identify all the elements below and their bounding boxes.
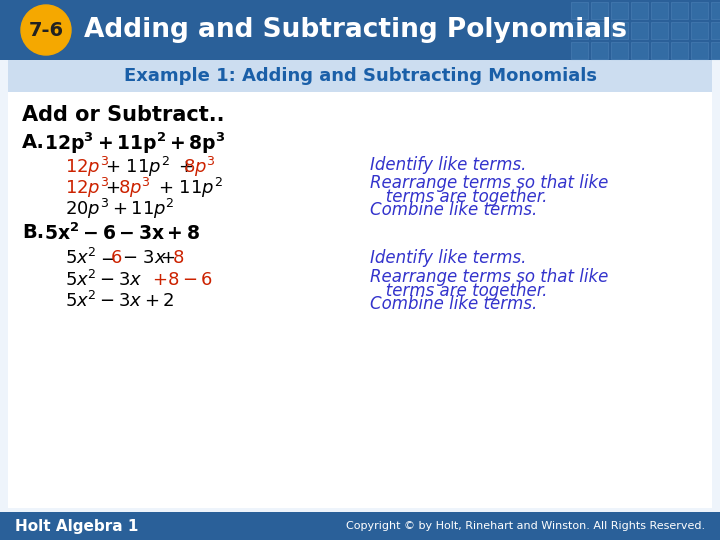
Text: $+ \ 11p^2 \ +$: $+ \ 11p^2 \ +$ <box>105 155 194 179</box>
Text: $5x^2 - 3x  + 2$: $5x^2 - 3x + 2$ <box>65 291 174 311</box>
Bar <box>591 42 608 59</box>
Text: Copyright © by Holt, Rinehart and Winston. All Rights Reserved.: Copyright © by Holt, Rinehart and Winsto… <box>346 521 705 531</box>
Text: Identify like terms.: Identify like terms. <box>370 249 526 267</box>
Text: $8$: $8$ <box>172 249 184 267</box>
Text: Combine like terms.: Combine like terms. <box>370 295 537 313</box>
Bar <box>8 64 712 508</box>
Bar <box>0 512 720 540</box>
Bar <box>671 42 688 59</box>
Text: $12p^3$: $12p^3$ <box>65 176 109 200</box>
Text: $-$: $-$ <box>100 249 115 267</box>
Bar <box>651 42 668 59</box>
Bar <box>631 22 648 39</box>
Text: $\mathbf{12p^3 + 11p^2 + 8p^3}$: $\mathbf{12p^3 + 11p^2 + 8p^3}$ <box>44 130 225 156</box>
Text: Combine like terms.: Combine like terms. <box>370 201 537 219</box>
Text: 7-6: 7-6 <box>28 21 63 39</box>
Bar <box>691 2 708 19</box>
Text: A.: A. <box>22 133 45 152</box>
Bar <box>0 60 720 512</box>
Bar <box>671 2 688 19</box>
Bar <box>651 22 668 39</box>
Text: Example 1: Adding and Subtracting Monomials: Example 1: Adding and Subtracting Monomi… <box>124 67 596 85</box>
Text: $+8 - 6$: $+8 - 6$ <box>152 271 213 289</box>
Text: $8p^3$: $8p^3$ <box>118 176 150 200</box>
Text: Adding and Subtracting Polynomials: Adding and Subtracting Polynomials <box>84 17 627 43</box>
Text: $8p^3$: $8p^3$ <box>183 155 216 179</box>
Bar <box>711 22 720 39</box>
Text: terms are together.: terms are together. <box>370 282 547 300</box>
Text: Rearrange terms so that like: Rearrange terms so that like <box>370 174 608 192</box>
Bar <box>591 22 608 39</box>
Text: $\mathbf{5x^2 - 6 - 3x + 8}$: $\mathbf{5x^2 - 6 - 3x + 8}$ <box>44 222 200 244</box>
Text: $12p^3$: $12p^3$ <box>65 155 109 179</box>
Bar <box>591 2 608 19</box>
Text: B.: B. <box>22 224 44 242</box>
Text: $+$: $+$ <box>160 249 175 267</box>
Bar <box>0 0 720 60</box>
Bar <box>611 22 628 39</box>
Text: $6$: $6$ <box>110 249 122 267</box>
Text: $5x^2 - 3x$: $5x^2 - 3x$ <box>65 270 143 290</box>
Bar <box>711 2 720 19</box>
Text: Holt Algebra 1: Holt Algebra 1 <box>15 518 138 534</box>
Bar <box>691 42 708 59</box>
Bar <box>571 22 588 39</box>
Bar <box>691 22 708 39</box>
Bar <box>631 42 648 59</box>
Bar <box>711 42 720 59</box>
Text: Add or Subtract..: Add or Subtract.. <box>22 105 225 125</box>
Text: Rearrange terms so that like: Rearrange terms so that like <box>370 268 608 286</box>
Bar <box>631 2 648 19</box>
Bar <box>8 60 712 92</box>
Bar <box>571 42 588 59</box>
Text: $5x^2$: $5x^2$ <box>65 248 96 268</box>
Text: $20p^3 + 11p^2$: $20p^3 + 11p^2$ <box>65 197 175 221</box>
Text: $+ \ 11p^2$: $+ \ 11p^2$ <box>158 176 222 200</box>
Bar <box>651 2 668 19</box>
Bar <box>611 42 628 59</box>
Text: Identify like terms.: Identify like terms. <box>370 156 526 174</box>
Text: $+$: $+$ <box>105 179 120 197</box>
Bar <box>671 22 688 39</box>
Text: $- \ 3x$: $- \ 3x$ <box>122 249 167 267</box>
Circle shape <box>21 5 71 55</box>
Bar <box>571 2 588 19</box>
Text: terms are together.: terms are together. <box>370 188 547 206</box>
Bar <box>611 2 628 19</box>
